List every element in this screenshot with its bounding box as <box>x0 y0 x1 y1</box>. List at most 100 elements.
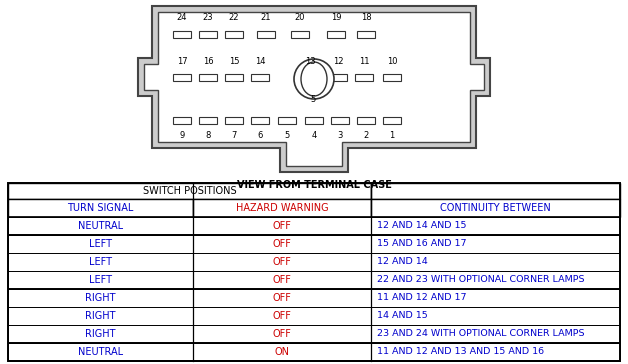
Bar <box>173 74 191 80</box>
Text: 8: 8 <box>205 131 210 141</box>
Text: HAZARD WARNING: HAZARD WARNING <box>236 203 328 213</box>
Bar <box>371 289 620 307</box>
Bar <box>251 116 269 123</box>
Text: 3: 3 <box>337 131 343 141</box>
Text: 24: 24 <box>176 13 187 23</box>
Text: 15: 15 <box>229 56 239 66</box>
Text: 12: 12 <box>333 56 344 66</box>
Bar <box>8 183 371 199</box>
Bar <box>8 217 193 235</box>
Bar <box>8 325 193 343</box>
Text: 20: 20 <box>295 13 305 23</box>
Bar <box>193 307 371 325</box>
Text: LEFT: LEFT <box>89 257 112 267</box>
Text: 11: 11 <box>359 56 369 66</box>
Bar <box>8 183 620 361</box>
Bar <box>173 31 191 37</box>
Bar <box>8 271 193 289</box>
Text: RIGHT: RIGHT <box>85 311 116 321</box>
Bar <box>291 31 309 37</box>
Bar <box>371 253 620 271</box>
Text: 13: 13 <box>305 56 315 66</box>
Text: 16: 16 <box>203 56 214 66</box>
Text: 15 AND 16 AND 17: 15 AND 16 AND 17 <box>377 240 467 249</box>
Text: 18: 18 <box>360 13 371 23</box>
Bar <box>371 183 620 199</box>
Text: OFF: OFF <box>273 257 291 267</box>
Text: ON: ON <box>274 347 290 357</box>
Text: 23: 23 <box>203 13 214 23</box>
Text: OFF: OFF <box>273 275 291 285</box>
Bar <box>225 31 243 37</box>
Bar <box>193 271 371 289</box>
Text: VIEW FROM TERMINAL CASE: VIEW FROM TERMINAL CASE <box>237 180 391 190</box>
Bar <box>371 235 620 253</box>
Text: LEFT: LEFT <box>89 239 112 249</box>
Bar <box>329 74 347 80</box>
Bar <box>199 31 217 37</box>
Bar <box>371 199 620 217</box>
Text: 4: 4 <box>311 131 317 141</box>
Text: SWITCH POSITIONS: SWITCH POSITIONS <box>143 186 236 196</box>
Bar <box>371 217 620 235</box>
Bar <box>193 325 371 343</box>
Text: 12 AND 14: 12 AND 14 <box>377 257 428 266</box>
Text: RIGHT: RIGHT <box>85 293 116 303</box>
Text: 12 AND 14 AND 15: 12 AND 14 AND 15 <box>377 222 467 230</box>
Bar <box>199 74 217 80</box>
Bar <box>357 31 375 37</box>
Bar <box>8 343 193 361</box>
Text: TURN SIGNAL: TURN SIGNAL <box>67 203 134 213</box>
Text: 11 AND 12 AND 17: 11 AND 12 AND 17 <box>377 293 467 302</box>
Bar <box>193 289 371 307</box>
Bar <box>193 217 371 235</box>
Text: OFF: OFF <box>273 221 291 231</box>
Text: 9: 9 <box>180 131 185 141</box>
Text: RIGHT: RIGHT <box>85 329 116 339</box>
Bar <box>327 31 345 37</box>
Bar <box>383 116 401 123</box>
Bar <box>371 307 620 325</box>
Text: 7: 7 <box>231 131 237 141</box>
Polygon shape <box>138 6 490 172</box>
Bar <box>193 343 371 361</box>
Ellipse shape <box>301 62 327 96</box>
Bar <box>193 235 371 253</box>
Bar <box>199 116 217 123</box>
Text: 21: 21 <box>261 13 271 23</box>
Bar <box>355 74 373 80</box>
Text: OFF: OFF <box>273 311 291 321</box>
Text: 23 AND 24 WITH OPTIONAL CORNER LAMPS: 23 AND 24 WITH OPTIONAL CORNER LAMPS <box>377 329 585 339</box>
Bar <box>371 325 620 343</box>
Text: 2: 2 <box>364 131 369 141</box>
Bar <box>193 253 371 271</box>
Bar <box>251 74 269 80</box>
Text: 6: 6 <box>257 131 263 141</box>
Text: 14 AND 15: 14 AND 15 <box>377 312 428 320</box>
Bar <box>257 31 275 37</box>
Circle shape <box>294 59 334 99</box>
Bar <box>173 116 191 123</box>
Bar <box>225 74 243 80</box>
Bar <box>8 307 193 325</box>
Text: 22: 22 <box>229 13 239 23</box>
Text: 5: 5 <box>310 95 316 104</box>
Bar <box>357 116 375 123</box>
Text: OFF: OFF <box>273 239 291 249</box>
Bar <box>193 199 371 217</box>
Text: 17: 17 <box>176 56 187 66</box>
Text: 19: 19 <box>331 13 341 23</box>
Bar <box>371 271 620 289</box>
Text: 11 AND 12 AND 13 AND 15 AND 16: 11 AND 12 AND 13 AND 15 AND 16 <box>377 348 544 356</box>
Bar <box>305 116 323 123</box>
Text: OFF: OFF <box>273 329 291 339</box>
Text: 14: 14 <box>255 56 265 66</box>
Bar <box>8 289 193 307</box>
Text: 10: 10 <box>387 56 398 66</box>
Bar <box>383 74 401 80</box>
Bar <box>8 253 193 271</box>
Polygon shape <box>144 12 484 166</box>
Text: 5: 5 <box>284 131 290 141</box>
Bar <box>371 343 620 361</box>
Text: CONTINUITY BETWEEN: CONTINUITY BETWEEN <box>440 203 551 213</box>
